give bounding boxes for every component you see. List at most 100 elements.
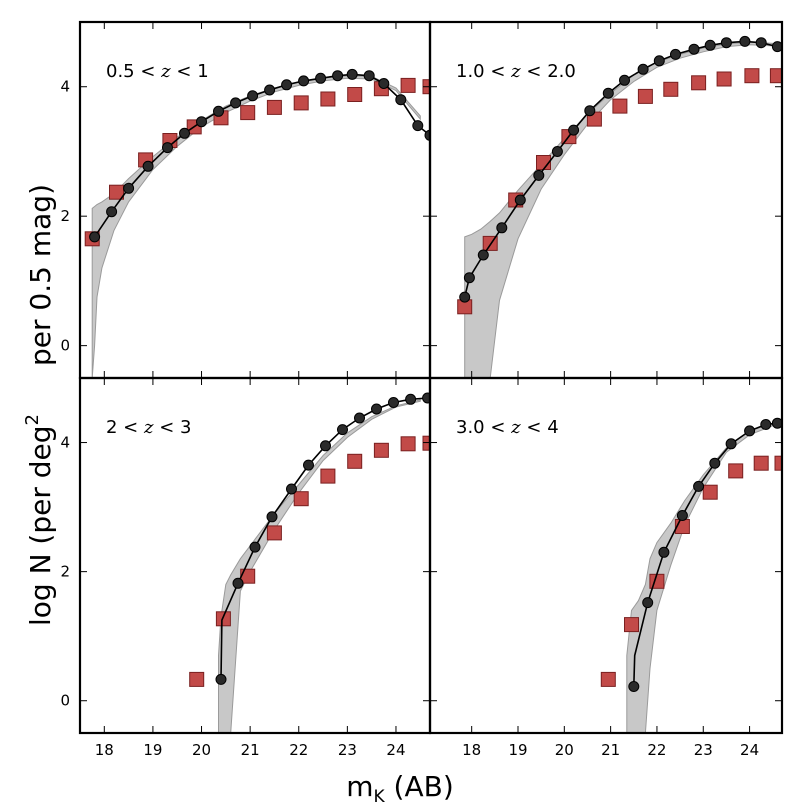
data-point-square [637,88,653,104]
x-tick-label: 22 [647,741,666,759]
panel-label-part: z [505,61,521,82]
model-point [106,206,118,218]
model-point [514,194,526,206]
x-tick-label: 21 [241,741,260,759]
model-point [653,55,665,67]
data-point-square [266,525,282,541]
data-point-square [266,99,282,115]
model-point [388,397,399,408]
y-tick-label: 0 [60,692,70,710]
data-point-square [612,98,628,114]
y-tick-label: 4 [60,78,70,96]
x-tick-label: 18 [462,741,481,759]
model-point [395,94,407,106]
y-axis-title-second-line: per 0.5 mag) [24,184,57,366]
model-point [551,146,563,157]
panel-label-part: < [485,417,506,438]
data-point-square [109,184,124,200]
model-point [670,48,681,60]
model-point [298,75,310,87]
panel-label-part: < [153,417,174,438]
panel-plot-area [84,68,430,378]
model-point [642,597,654,609]
panel-label-part: 2 [106,417,117,438]
data-point-square [400,436,416,452]
y-tick-label: 0 [60,337,70,355]
x-tick-label: 24 [740,741,759,759]
panel-label-part: z [155,61,171,82]
model-point [477,249,489,261]
data-point-square [691,75,707,91]
x-tick-label: 23 [338,741,357,759]
data-point-square [240,105,256,121]
y-axis-title-main: log N (per deg [24,425,57,626]
data-point-square [400,77,416,93]
panel-label-part: 0.5 [106,61,135,82]
model-point [771,417,782,429]
data-point-square [769,68,782,84]
panel-label-part: < [521,417,542,438]
data-point-square [347,453,363,469]
model-point [179,127,190,139]
model-point [162,142,173,154]
panel-plot-area [189,392,430,733]
uncertainty-band [626,422,774,733]
model-point [619,74,630,86]
model-point [230,97,242,109]
panel-label-part: < [485,61,506,82]
panel-label-part: 4 [541,417,558,438]
data-point-square [373,442,389,458]
model-point [720,37,732,49]
data-point-square [702,484,718,500]
data-point-square [320,91,336,107]
x-tick-label: 24 [386,741,405,759]
model-point [337,424,348,436]
data-point-square [422,435,430,451]
model-point [286,483,297,495]
model-point [744,425,756,437]
x-tick-label: 20 [192,741,211,759]
y-tick-label: 2 [60,563,70,581]
panel-label-part: z [505,417,521,438]
model-point [371,403,382,415]
model-point [213,105,224,117]
y-tick-label: 4 [60,434,70,452]
x-tick-label: 18 [95,741,114,759]
panel-frame [428,376,784,735]
x-tick-label: 21 [601,741,620,759]
data-point-square [189,671,205,687]
model-point [688,43,700,55]
panel-label-part: 3 [174,417,191,438]
uncertainty-band [464,41,774,378]
panel-redshift-label: 3.0 < z < 4 [456,417,559,438]
data-point-square [600,671,616,687]
model-point [459,291,471,303]
model-point [704,39,716,51]
model-point [709,457,721,469]
model-point [315,72,327,84]
panel-plot-area [600,417,782,733]
data-point-square [293,95,309,111]
model-point [215,673,227,685]
x-tick-label: 19 [508,741,527,759]
panel-label-part: 1 [191,61,208,82]
model-point [89,231,101,243]
x-tick-label: 19 [143,741,162,759]
model-point [196,116,207,128]
model-point [602,87,614,99]
panel-label-part: < [521,61,542,82]
panel-1: 0 2 4 0.5 < z < 1 [60,20,432,380]
panel-redshift-label: 2 < z < 3 [106,417,191,438]
model-point [247,90,259,102]
x-tick-label: 23 [694,741,713,759]
data-point-square [716,71,732,87]
model-point [320,440,331,452]
model-point [332,70,344,82]
x-axis-title-suffix: (AB) [385,770,454,803]
y-tick-label: 2 [60,207,70,225]
panel-label-part: < [171,61,192,82]
data-point-square [753,455,769,471]
